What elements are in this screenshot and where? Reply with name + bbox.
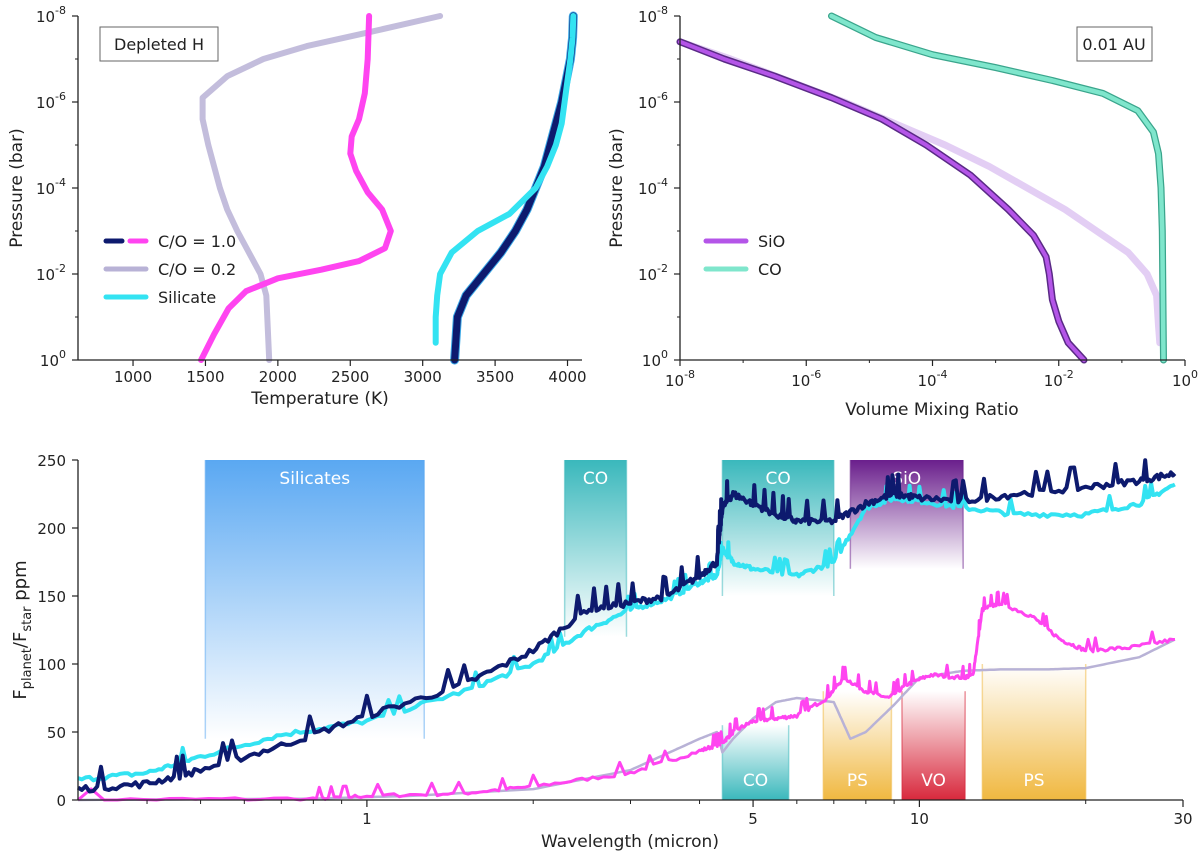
ylabel-sub-planet: planet bbox=[20, 648, 35, 689]
spectrum-line-0 bbox=[77, 638, 1176, 802]
tp-ytick-label: 100 bbox=[40, 348, 66, 370]
band-label: CO bbox=[583, 469, 608, 489]
vmr-ytick-label: 10-2 bbox=[638, 262, 668, 284]
legend-label-co10: C/O = 1.0 bbox=[158, 232, 236, 251]
tp-xlabel: Temperature (K) bbox=[250, 389, 389, 409]
spectrum-line-3 bbox=[76, 458, 1177, 794]
spectrum-xtick-label: 10 bbox=[910, 810, 929, 828]
spectrum-xtick-label: 1 bbox=[362, 810, 372, 828]
band-label: CO bbox=[765, 469, 790, 489]
vmr-series bbox=[676, 12, 1167, 364]
tp-line-3 bbox=[198, 13, 394, 363]
tp-line-2 bbox=[199, 13, 444, 363]
legend-label-co02: C/O = 0.2 bbox=[158, 260, 236, 279]
tp-xtick-label: 3000 bbox=[404, 368, 442, 386]
ylabel-f: F bbox=[10, 689, 31, 699]
spectrum-xtick-label: 5 bbox=[748, 810, 758, 828]
vmr-xtick-label: 10-4 bbox=[917, 368, 947, 390]
band-co-2 bbox=[722, 460, 834, 596]
tp-line-1 bbox=[432, 13, 577, 346]
vmr-line-2 bbox=[829, 13, 1166, 363]
vmr-legend: SiO CO bbox=[703, 232, 785, 279]
spectrum-line-1 bbox=[77, 590, 1175, 802]
legend-label-co: CO bbox=[758, 260, 782, 279]
spectrum-ytick-label: 100 bbox=[37, 656, 66, 674]
band-sio-3 bbox=[850, 460, 964, 569]
vmr-ylabel: Pressure (bar) bbox=[607, 128, 627, 247]
spectrum-axes: 1 5 10 30 0 50 100 150 200 250 bbox=[37, 452, 1192, 828]
legend-label-sio: SiO bbox=[758, 232, 785, 251]
spectrum-xlabel: Wavelength (micron) bbox=[541, 832, 719, 852]
ylabel-mid: /F bbox=[10, 632, 31, 648]
vmr-annotation-box bbox=[1076, 26, 1153, 62]
band-vo-6 bbox=[901, 691, 966, 800]
tp-line-0 bbox=[451, 12, 577, 364]
tp-ytick-label: 10-4 bbox=[36, 176, 66, 198]
tp-panel: 1000 2000 3000 4000 1500 2500 3500 10-8 10-6 10-4… bbox=[7, 4, 587, 409]
tp-xtick-label: 1500 bbox=[186, 368, 224, 386]
vmr-xlabel: Volume Mixing Ratio bbox=[845, 400, 1018, 420]
vmr-line-1 bbox=[678, 39, 1086, 362]
spectrum-ytick-label: 250 bbox=[37, 452, 66, 470]
ylabel-tail: ppm bbox=[10, 560, 31, 606]
tp-xtick-label: 2500 bbox=[331, 368, 369, 386]
vmr-annotation: 0.01 AU bbox=[1082, 35, 1145, 54]
ylabel-sub-star: star bbox=[20, 606, 35, 632]
vmr-line-halo-1 bbox=[676, 38, 1088, 364]
tp-axes: 1000 2000 3000 4000 1500 2500 3500 10-8 10-6 10-4… bbox=[36, 4, 587, 386]
vmr-xtick-label: 10-8 bbox=[665, 368, 695, 390]
band-ps-7 bbox=[982, 664, 1086, 800]
band-label: Silicates bbox=[279, 469, 350, 489]
tp-xtick-label: 4000 bbox=[548, 368, 586, 386]
tp-legend: C/O = 1.0 C/O = 0.2 Silicate bbox=[103, 232, 236, 307]
tp-line-halo-0 bbox=[450, 11, 578, 365]
spectrum-ytick-label: 150 bbox=[37, 588, 66, 606]
vmr-xtick-label: 100 bbox=[1172, 368, 1198, 390]
vmr-ytick-label: 10-4 bbox=[638, 176, 668, 198]
tp-xtick-label: 2000 bbox=[259, 368, 297, 386]
tp-annotation: Depleted H bbox=[114, 35, 204, 54]
tp-xtick-label: 1000 bbox=[114, 368, 152, 386]
spectrum-ylabel: Fplanet/Fstar ppm bbox=[10, 560, 35, 699]
spectrum-xtick-label: 30 bbox=[1173, 810, 1192, 828]
tp-ytick-label: 10-8 bbox=[36, 4, 66, 26]
band-silicates-0 bbox=[205, 460, 425, 739]
band-label: VO bbox=[921, 771, 946, 791]
spectrum-series bbox=[76, 458, 1177, 802]
tp-ytick-label: 10-2 bbox=[36, 262, 66, 284]
band-label: PS bbox=[847, 771, 868, 791]
vmr-xtick-label: 10-6 bbox=[791, 368, 821, 390]
tp-xtick-label: 3500 bbox=[476, 368, 514, 386]
tp-annotation-box bbox=[99, 26, 219, 62]
vmr-ytick-label: 10-6 bbox=[638, 90, 668, 112]
band-label: CO bbox=[743, 771, 768, 791]
band-label: PS bbox=[1024, 771, 1045, 791]
tp-ytick-label: 10-6 bbox=[36, 90, 66, 112]
legend-label-silicate: Silicate bbox=[158, 288, 216, 307]
band-ps-5 bbox=[823, 691, 892, 800]
spectrum-ytick-label: 0 bbox=[56, 792, 66, 810]
spectrum-ytick-label: 200 bbox=[37, 520, 66, 538]
vmr-xtick-label: 10-2 bbox=[1044, 368, 1074, 390]
tp-ylabel: Pressure (bar) bbox=[7, 128, 27, 247]
spectrum-ytick-label: 50 bbox=[47, 724, 66, 742]
tp-series bbox=[198, 11, 578, 365]
vmr-ytick-label: 10-8 bbox=[638, 4, 668, 26]
vmr-ytick-label: 100 bbox=[642, 348, 668, 370]
